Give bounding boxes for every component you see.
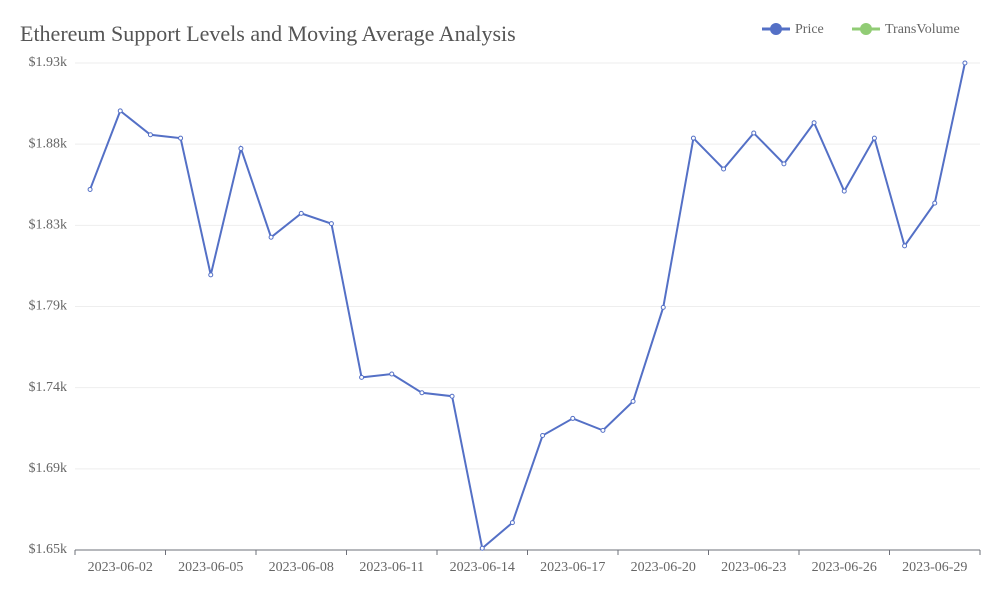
x-tick-label: 2023-06-26 xyxy=(812,560,877,575)
point xyxy=(117,108,123,114)
legend-swatch-dot xyxy=(860,23,872,35)
legend-label: Price xyxy=(795,22,824,37)
point xyxy=(298,210,304,216)
chart-title: Ethereum Support Levels and Moving Avera… xyxy=(20,21,516,46)
x-tick-label: 2023-06-05 xyxy=(178,560,243,575)
y-tick-label: $1.65k xyxy=(29,542,68,557)
y-tick-label: $1.93k xyxy=(29,55,68,70)
y-tick-label: $1.69k xyxy=(29,461,68,476)
point xyxy=(147,132,153,138)
x-tick-label: 2023-06-02 xyxy=(88,560,153,575)
point xyxy=(841,188,847,194)
point xyxy=(359,374,365,380)
point xyxy=(811,120,817,126)
x-tick-label: 2023-06-17 xyxy=(540,560,605,575)
point xyxy=(690,135,696,141)
point xyxy=(419,390,425,396)
point xyxy=(389,371,395,377)
point xyxy=(449,393,455,399)
point xyxy=(238,145,244,151)
y-tick-label: $1.79k xyxy=(29,299,68,314)
legend-label: TransVolume xyxy=(885,22,960,37)
point xyxy=(208,272,214,278)
point xyxy=(87,186,93,192)
point xyxy=(570,415,576,421)
x-tick-label: 2023-06-20 xyxy=(631,560,696,575)
x-tick-label: 2023-06-14 xyxy=(450,560,515,575)
line xyxy=(89,62,966,551)
point xyxy=(902,243,908,249)
point xyxy=(871,135,877,141)
point xyxy=(660,304,666,310)
point xyxy=(751,130,757,136)
y-tick-label: $1.74k xyxy=(29,380,68,395)
point xyxy=(721,166,727,172)
point xyxy=(932,200,938,206)
legend-swatch-dot xyxy=(770,23,782,35)
x-tick-label: 2023-06-23 xyxy=(721,560,786,575)
y-tick-label: $1.83k xyxy=(29,218,68,233)
x-tick-label: 2023-06-08 xyxy=(269,560,334,575)
point xyxy=(178,135,184,141)
point xyxy=(962,60,968,66)
point xyxy=(268,234,274,240)
x-tick-label: 2023-06-11 xyxy=(359,560,424,575)
point xyxy=(600,427,606,433)
point xyxy=(328,221,334,227)
point xyxy=(509,520,515,526)
x-tick-label: 2023-06-29 xyxy=(902,560,967,575)
y-tick-label: $1.88k xyxy=(29,136,68,151)
point xyxy=(781,161,787,167)
point xyxy=(540,433,546,439)
point xyxy=(630,398,636,404)
point xyxy=(479,545,485,551)
